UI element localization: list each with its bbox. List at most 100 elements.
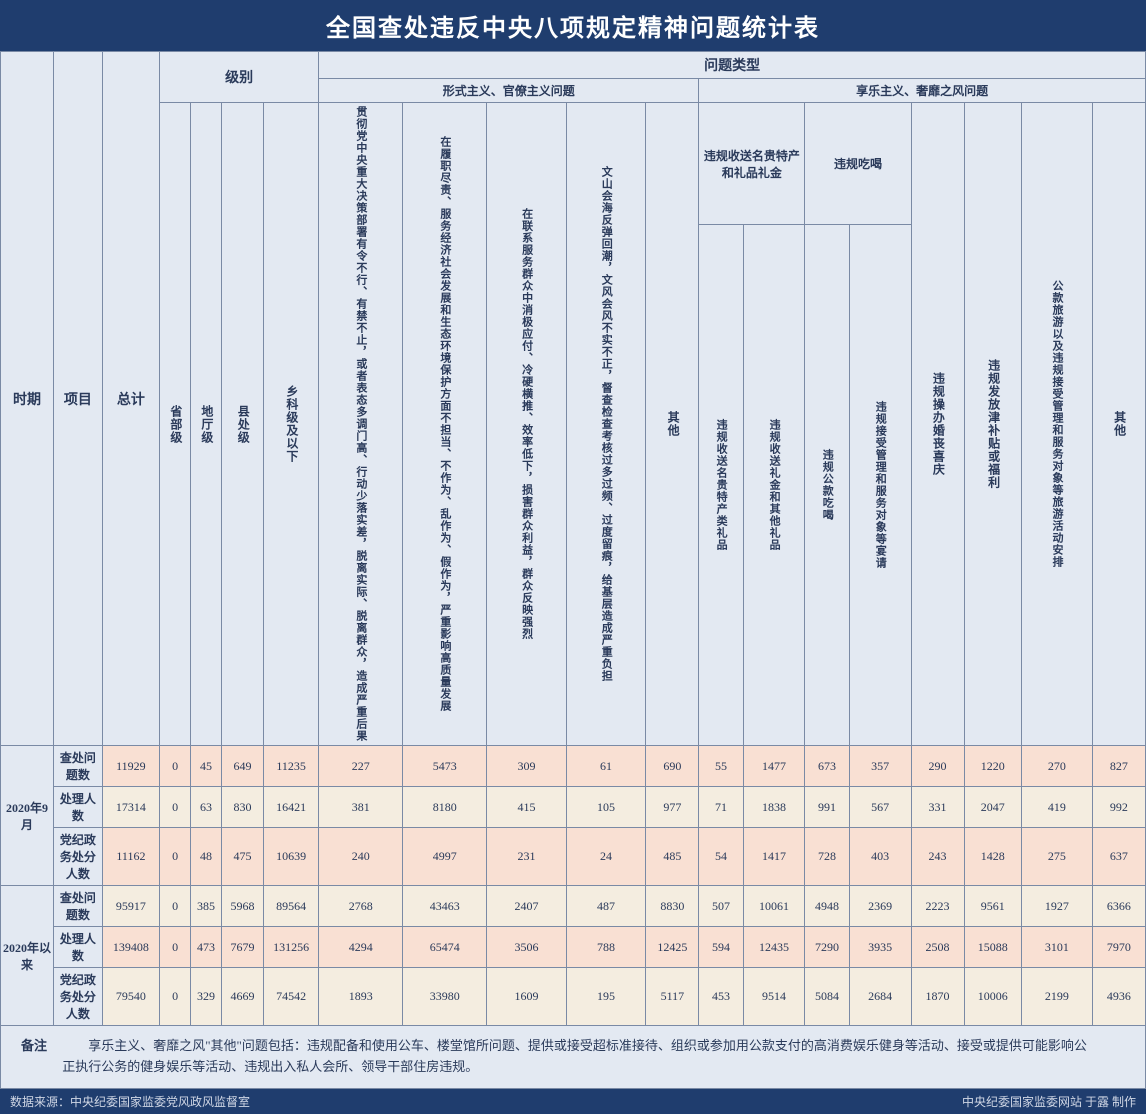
data-cell: 3101 bbox=[1022, 927, 1093, 968]
data-cell: 63 bbox=[191, 787, 222, 828]
table-row: 2020年以来查处问题数9591703855968895642768434632… bbox=[1, 886, 1146, 927]
col-time: 时期 bbox=[1, 52, 54, 746]
data-cell: 0 bbox=[160, 828, 191, 886]
table-row: 党纪政务处分人数11162048475106392404997231244855… bbox=[1, 828, 1146, 886]
col-c2b: 违规收送礼金和其他礼品 bbox=[743, 225, 805, 746]
data-cell: 195 bbox=[566, 968, 646, 1026]
data-cell: 11929 bbox=[102, 746, 159, 787]
data-cell: 4294 bbox=[319, 927, 403, 968]
data-cell: 243 bbox=[911, 828, 964, 886]
data-cell: 381 bbox=[319, 787, 403, 828]
data-cell: 11162 bbox=[102, 828, 159, 886]
note-text: 享乐主义、奢靡之风"其他"问题包括：违规配备和使用公车、楼堂馆所问题、提供或接受… bbox=[62, 1036, 1092, 1078]
data-cell: 24 bbox=[566, 828, 646, 886]
data-cell: 2199 bbox=[1022, 968, 1093, 1026]
data-cell: 105 bbox=[566, 787, 646, 828]
data-cell: 507 bbox=[699, 886, 743, 927]
data-cell: 2684 bbox=[849, 968, 911, 1026]
data-cell: 309 bbox=[487, 746, 567, 787]
data-cell: 11235 bbox=[263, 746, 318, 787]
data-cell: 2223 bbox=[911, 886, 964, 927]
data-cell: 65474 bbox=[403, 927, 487, 968]
col-c2c: 违规公款吃喝 bbox=[805, 225, 849, 746]
col-cat2: 享乐主义、奢靡之风问题 bbox=[699, 79, 1146, 103]
col-c2a: 违规收送名贵特产类礼品 bbox=[699, 225, 743, 746]
col-c2h: 其他 bbox=[1092, 103, 1145, 746]
data-cell: 3935 bbox=[849, 927, 911, 968]
col-c1a: 贯彻党中央重大决策部署有令不行、有禁不止，或者表态多调门高、行动少落实差，脱离实… bbox=[319, 103, 403, 746]
data-cell: 1428 bbox=[964, 828, 1021, 886]
data-cell: 0 bbox=[160, 886, 191, 927]
col-lv3: 县处级 bbox=[222, 103, 264, 746]
data-cell: 43463 bbox=[403, 886, 487, 927]
data-cell: 131256 bbox=[263, 927, 318, 968]
data-cell: 2369 bbox=[849, 886, 911, 927]
data-cell: 275 bbox=[1022, 828, 1093, 886]
data-cell: 240 bbox=[319, 828, 403, 886]
table-row: 党纪政务处分人数79540032946697454218933398016091… bbox=[1, 968, 1146, 1026]
data-cell: 139408 bbox=[102, 927, 159, 968]
item-cell: 党纪政务处分人数 bbox=[54, 968, 103, 1026]
data-cell: 690 bbox=[646, 746, 699, 787]
col-cat1: 形式主义、官僚主义问题 bbox=[319, 79, 699, 103]
data-cell: 4669 bbox=[222, 968, 264, 1026]
data-cell: 1838 bbox=[743, 787, 805, 828]
table-row: 处理人数173140638301642138181804151059777118… bbox=[1, 787, 1146, 828]
data-cell: 4948 bbox=[805, 886, 849, 927]
data-cell: 453 bbox=[699, 968, 743, 1026]
data-cell: 79540 bbox=[102, 968, 159, 1026]
data-cell: 1220 bbox=[964, 746, 1021, 787]
data-cell: 331 bbox=[911, 787, 964, 828]
data-cell: 45 bbox=[191, 746, 222, 787]
data-cell: 1609 bbox=[487, 968, 567, 1026]
data-cell: 4997 bbox=[403, 828, 487, 886]
data-cell: 473 bbox=[191, 927, 222, 968]
data-cell: 567 bbox=[849, 787, 911, 828]
col-level-group: 级别 bbox=[160, 52, 319, 103]
col-c2f: 违规发放津补贴或福利 bbox=[964, 103, 1021, 746]
data-cell: 827 bbox=[1092, 746, 1145, 787]
data-cell: 12425 bbox=[646, 927, 699, 968]
data-cell: 1417 bbox=[743, 828, 805, 886]
footer-left: 数据来源：中央纪委国家监委党风政风监督室 bbox=[10, 1093, 250, 1110]
data-cell: 10639 bbox=[263, 828, 318, 886]
col-c2grp2: 违规吃喝 bbox=[805, 103, 911, 225]
data-cell: 415 bbox=[487, 787, 567, 828]
data-cell: 485 bbox=[646, 828, 699, 886]
item-cell: 查处问题数 bbox=[54, 746, 103, 787]
item-cell: 查处问题数 bbox=[54, 886, 103, 927]
data-cell: 673 bbox=[805, 746, 849, 787]
data-cell: 385 bbox=[191, 886, 222, 927]
data-cell: 71 bbox=[699, 787, 743, 828]
col-lv4: 乡科级及以下 bbox=[263, 103, 318, 746]
col-c2e: 违规操办婚丧喜庆 bbox=[911, 103, 964, 746]
data-cell: 231 bbox=[487, 828, 567, 886]
data-cell: 8830 bbox=[646, 886, 699, 927]
data-cell: 475 bbox=[222, 828, 264, 886]
data-cell: 5968 bbox=[222, 886, 264, 927]
data-cell: 5117 bbox=[646, 968, 699, 1026]
item-cell: 党纪政务处分人数 bbox=[54, 828, 103, 886]
table-header: 时期 项目 总计 级别 问题类型 形式主义、官僚主义问题 享乐主义、奢靡之风问题… bbox=[1, 52, 1146, 746]
page-title: 全国查处违反中央八项规定精神问题统计表 bbox=[0, 0, 1146, 51]
data-cell: 290 bbox=[911, 746, 964, 787]
data-cell: 991 bbox=[805, 787, 849, 828]
data-cell: 10006 bbox=[964, 968, 1021, 1026]
data-cell: 33980 bbox=[403, 968, 487, 1026]
data-cell: 10061 bbox=[743, 886, 805, 927]
data-cell: 1893 bbox=[319, 968, 403, 1026]
data-cell: 0 bbox=[160, 927, 191, 968]
data-cell: 2407 bbox=[487, 886, 567, 927]
data-cell: 6366 bbox=[1092, 886, 1145, 927]
col-item: 项目 bbox=[54, 52, 103, 746]
data-cell: 16421 bbox=[263, 787, 318, 828]
note-row: 备注 享乐主义、奢靡之风"其他"问题包括：违规配备和使用公车、楼堂馆所问题、提供… bbox=[1, 1026, 1146, 1089]
data-cell: 54 bbox=[699, 828, 743, 886]
col-c2g: 公款旅游以及违规接受管理和服务对象等旅游活动安排 bbox=[1022, 103, 1093, 746]
data-cell: 830 bbox=[222, 787, 264, 828]
data-cell: 0 bbox=[160, 787, 191, 828]
table-row: 处理人数139408047376791312564294654743506788… bbox=[1, 927, 1146, 968]
data-cell: 5084 bbox=[805, 968, 849, 1026]
period-cell: 2020年9月 bbox=[1, 746, 54, 886]
data-cell: 61 bbox=[566, 746, 646, 787]
